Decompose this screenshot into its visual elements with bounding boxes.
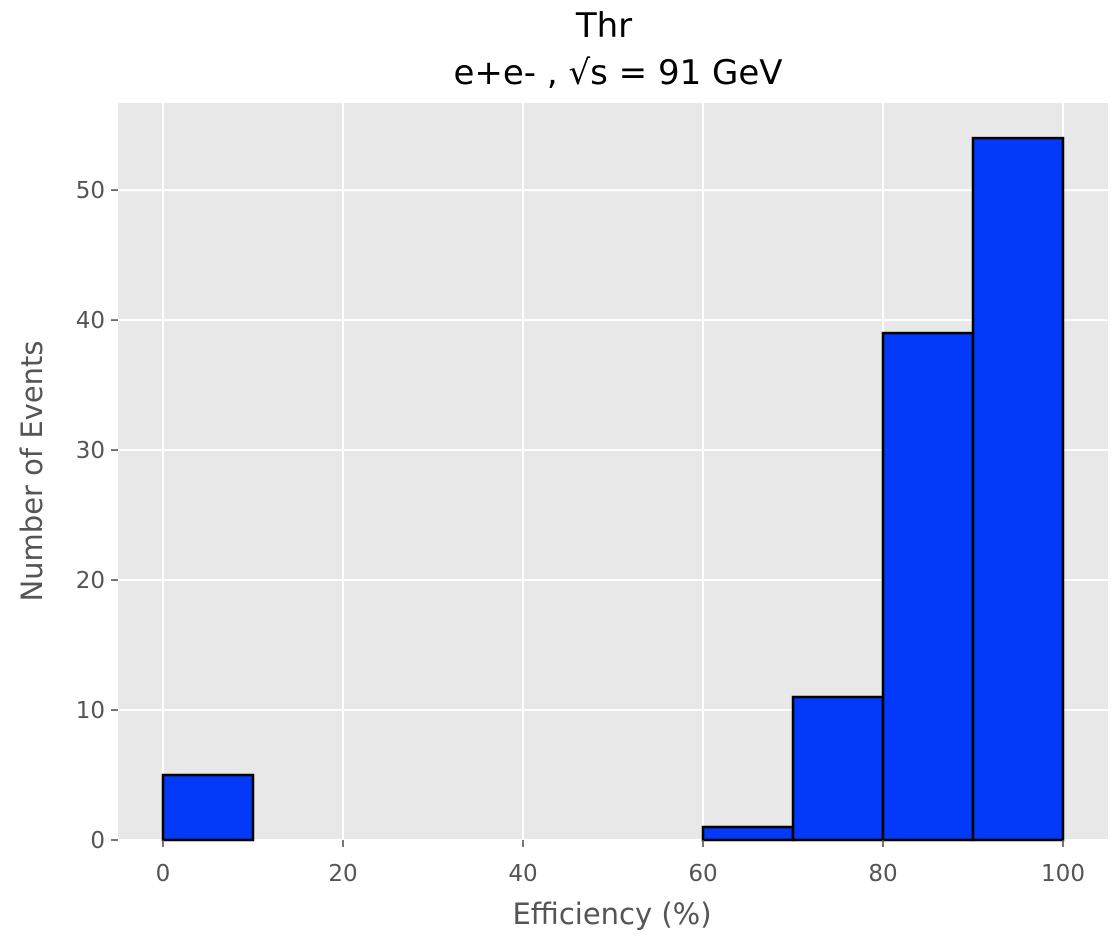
x-tick-label: 80 bbox=[868, 861, 897, 887]
x-tick-label: 0 bbox=[156, 861, 171, 887]
histogram-bar bbox=[881, 331, 975, 842]
x-axis-ticks: 0 20 40 60 80 100 bbox=[156, 840, 1085, 887]
histogram-bar bbox=[971, 136, 1065, 842]
chart-subtitle: e+e- , √s = 91 GeV bbox=[453, 53, 782, 93]
x-tick-label: 60 bbox=[688, 861, 717, 887]
histogram-bar bbox=[161, 773, 255, 842]
x-tick-label: 20 bbox=[328, 861, 357, 887]
bars bbox=[161, 136, 1065, 842]
x-tick-label: 40 bbox=[508, 861, 537, 887]
y-tick-label: 0 bbox=[90, 828, 105, 854]
histogram-bar bbox=[701, 825, 795, 842]
y-tick-label: 30 bbox=[76, 438, 105, 464]
y-axis-label: Number of Events bbox=[15, 340, 49, 601]
histogram-bar bbox=[791, 695, 885, 842]
x-tick-label: 100 bbox=[1041, 861, 1085, 887]
y-tick-label: 10 bbox=[76, 698, 105, 724]
y-tick-label: 20 bbox=[76, 568, 105, 594]
y-tick-label: 50 bbox=[76, 178, 105, 204]
y-tick-label: 40 bbox=[76, 308, 105, 334]
chart-title: Thr bbox=[575, 6, 632, 46]
x-axis-label: Efficiency (%) bbox=[512, 897, 711, 931]
y-axis-ticks: 0 10 20 30 40 50 bbox=[76, 178, 118, 854]
